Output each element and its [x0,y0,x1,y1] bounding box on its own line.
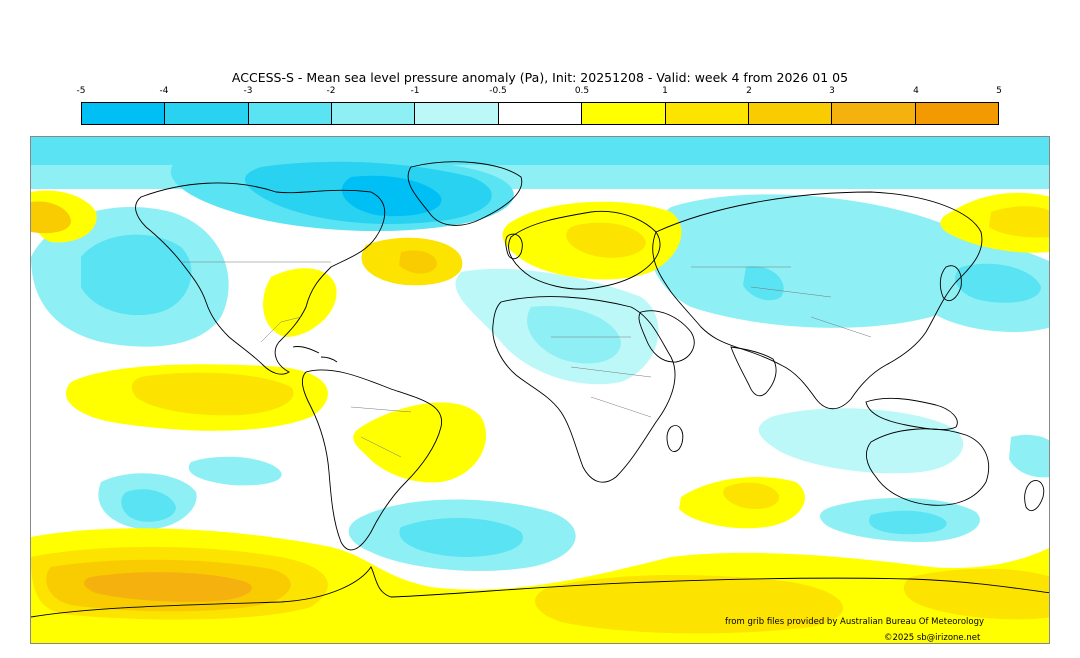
colorbar-segment [498,103,583,124]
coast-south-america [301,369,443,551]
colorbar-tick-label: 0.5 [574,86,590,96]
colorbar-segment [582,103,666,124]
data-source-credit: from grib files provided by Australian B… [725,617,985,627]
colorbar-tick-label: -0.5 [489,86,507,96]
coast-uk [505,233,523,260]
coast-caribbean [292,346,338,363]
colorbar-segment [332,103,416,124]
colorbar-tick-label: 1 [662,86,668,96]
map-canvas [31,137,1049,643]
colorbar-segment [832,103,916,124]
coast-europe [508,210,661,290]
map-title: ACCESS-S - Mean sea level pressure anoma… [231,70,849,85]
coast-india [730,346,777,397]
colorbar-tick-label: 2 [746,86,752,96]
coast-arabia [638,310,695,363]
coast-asia [652,191,983,410]
anomaly-southern-ocean-high [31,528,1049,643]
anomaly-map [30,136,1050,644]
anomaly-arctic [31,137,1049,232]
anomaly-indian-ocean-high [679,477,805,529]
colorbar-tick-labels: -5 -4 -3 -2 -1 -0.5 0.5 1 2 3 4 5 [0,86,1080,98]
country-borders [181,261,872,458]
coastlines [31,161,1049,618]
colorbar-tick-label: 4 [913,86,919,96]
colorbar-segment [248,103,333,124]
colorbar-segment [82,103,166,124]
coast-indonesia [865,397,958,431]
colorbar-segment [748,103,833,124]
colorbar-segment [415,103,499,124]
colorbar-tick-label: -5 [76,86,86,96]
colorbar-tick-label: -4 [159,86,169,96]
coast-japan [939,265,962,301]
anomaly-north-africa [455,268,659,385]
coast-australia [865,428,990,506]
colorbar-tick-label: -1 [410,86,420,96]
colorbar-tick-label: 5 [996,86,1002,96]
colorbar-tick-label: -2 [326,86,336,96]
colorbar [81,102,999,125]
anomaly-brazil-high [353,402,487,483]
coast-africa [492,296,676,483]
colorbar-segment [165,103,249,124]
anomaly-north-pacific [31,207,229,347]
anomaly-southern-lows [98,408,1049,572]
colorbar-tick-label: 3 [829,86,835,96]
coast-north-america [135,182,386,375]
coast-madagascar [666,425,684,452]
colorbar-segment [915,103,998,124]
anomaly-eurasia [649,194,1049,332]
anomaly-north-atlantic-high [263,237,463,337]
coast-antarctica [31,566,1049,618]
anomaly-east-pacific-high [65,364,328,431]
anomaly-northwest-pacific-high [31,190,1049,253]
copyright-credit: ©2025 sb@irizone.net [884,633,981,643]
colorbar-segment [665,103,749,124]
coast-greenland [407,161,523,226]
colorbar-tick-label: -3 [243,86,253,96]
coast-new-zealand [1024,480,1045,511]
